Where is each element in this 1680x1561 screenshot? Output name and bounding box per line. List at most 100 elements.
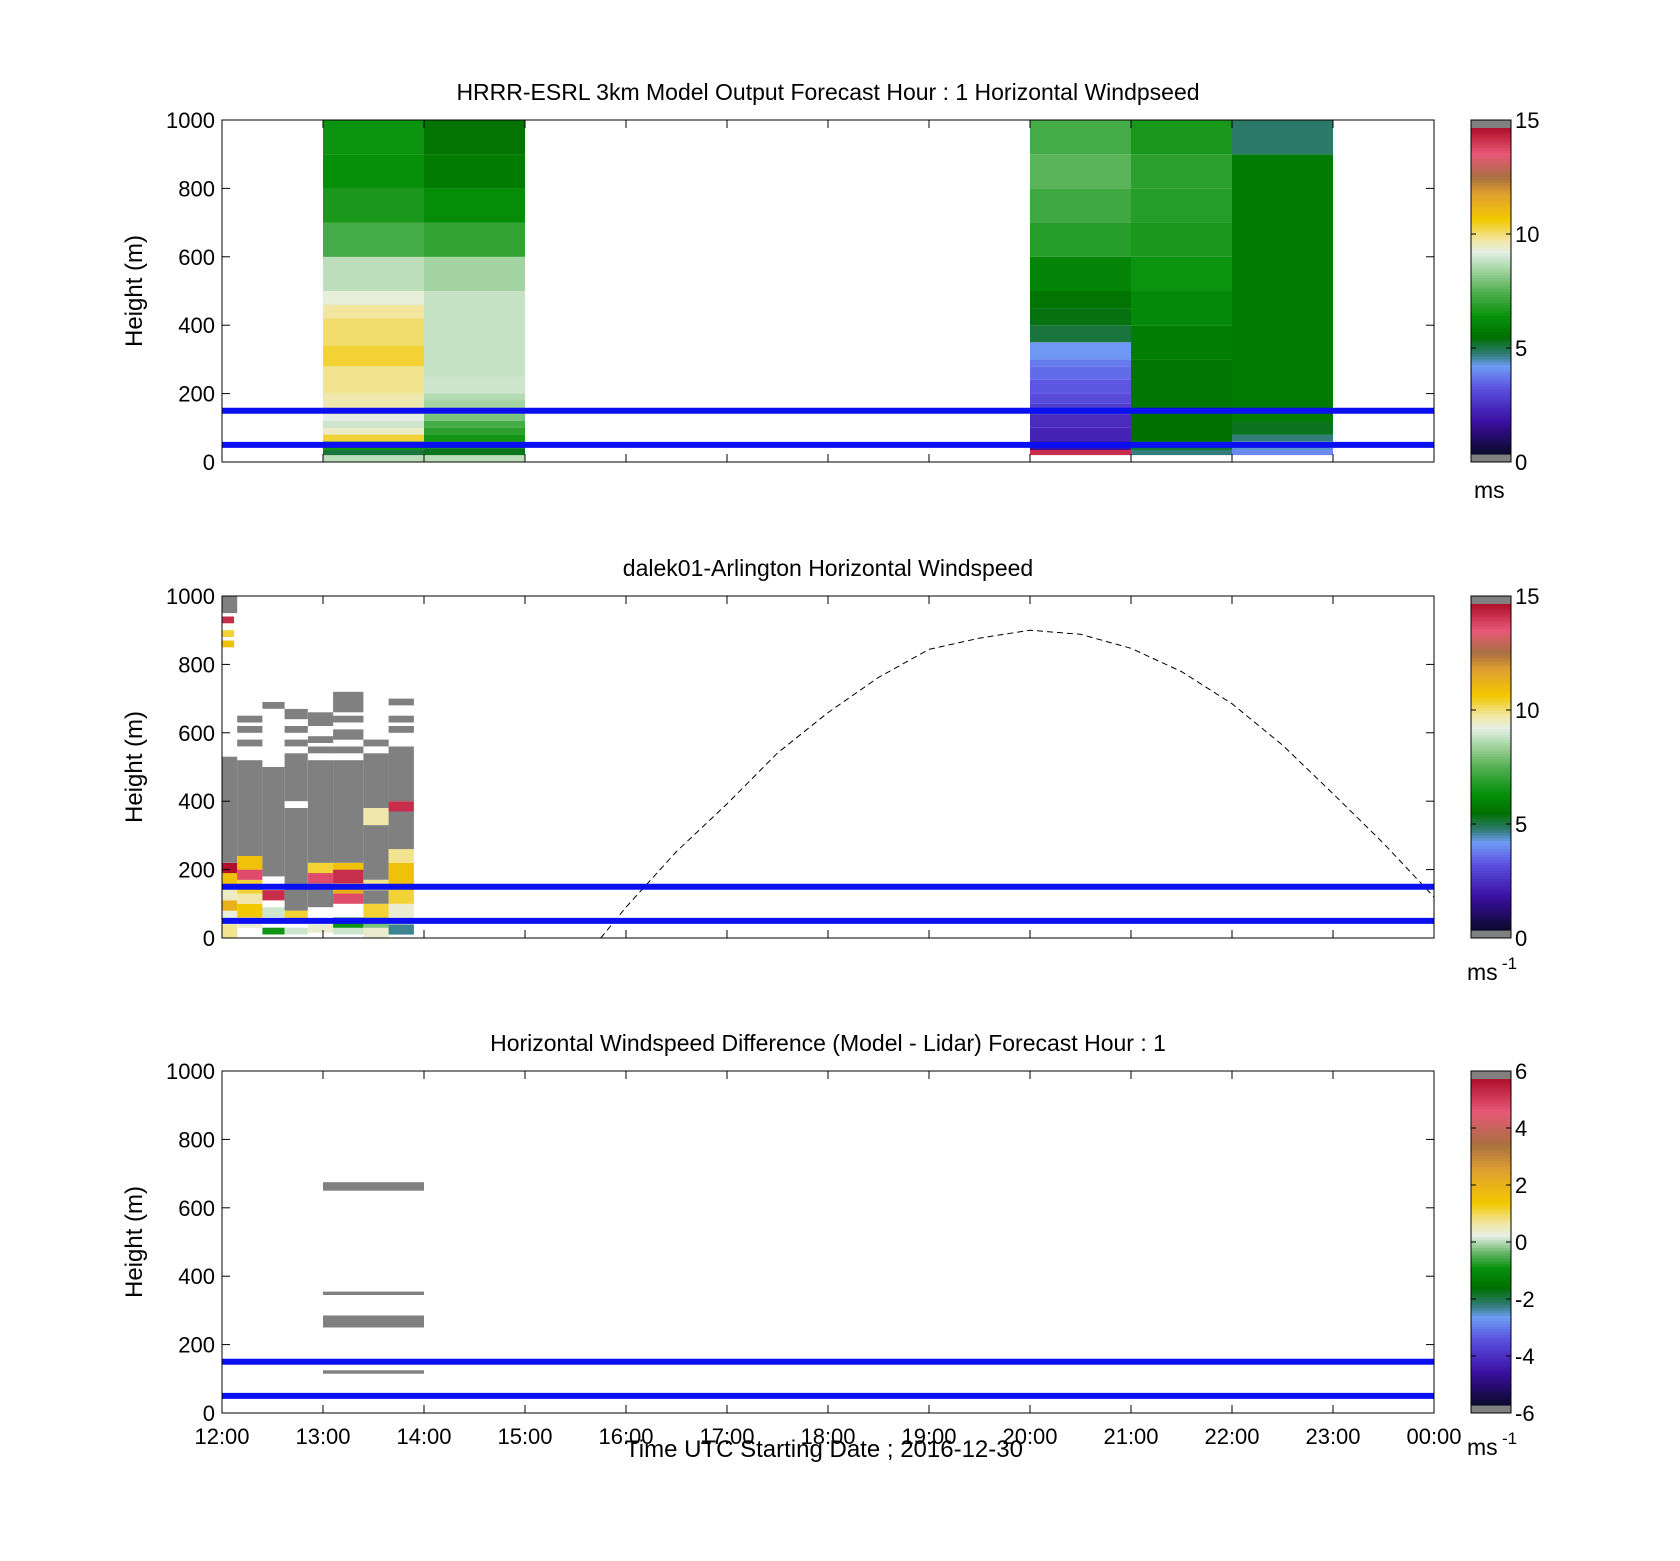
colorbar-segment	[1471, 1250, 1511, 1254]
colorbar-segment	[1471, 642, 1511, 646]
colorbar-segment	[1471, 813, 1511, 817]
colorbar-segment	[1471, 1252, 1511, 1257]
colorbar-segment	[1471, 1383, 1511, 1387]
colorbar-segment	[1471, 353, 1511, 357]
colorbar-segment	[1471, 799, 1511, 803]
colorbar-segment	[1471, 1168, 1511, 1172]
colorbar-segment	[1471, 1127, 1511, 1132]
colorbar-segment	[1471, 1212, 1511, 1216]
colorbar-segment	[1471, 891, 1511, 896]
colorbar-segment	[1471, 163, 1511, 167]
panel-title: HRRR-ESRL 3km Model Output Forecast Hour…	[456, 79, 1199, 105]
colorbar-segment	[1471, 380, 1511, 384]
colorbar-segment	[1471, 1255, 1511, 1259]
heatmap-cell	[1030, 325, 1131, 343]
y-axis-label: Height (m)	[121, 235, 148, 347]
colorbar: -6 -4 -2 0 2 4 6 ms -1	[1467, 1059, 1535, 1460]
colorbar-segment	[1471, 1274, 1511, 1278]
heatmap-cell	[388, 849, 414, 863]
heatmap-cell	[388, 801, 414, 812]
colorbar-unit-label: ms	[1474, 477, 1505, 503]
colorbar-over	[1471, 596, 1511, 604]
colorbar-segment	[1471, 1361, 1511, 1365]
colorbar-segment	[1471, 1217, 1511, 1221]
colorbar-segment	[1471, 331, 1511, 336]
colorbar-frame	[1470, 595, 1512, 939]
colorbar-segment	[1471, 1391, 1511, 1395]
colorbar-segment	[1471, 1225, 1511, 1230]
colorbar-tick-label: 10	[1515, 222, 1539, 247]
colorbar-segment	[1471, 631, 1511, 635]
colorbar-segment	[1471, 1108, 1511, 1113]
colorbar-segment	[1471, 1301, 1511, 1306]
heatmap-cell	[388, 862, 414, 887]
heatmap-cell	[323, 427, 424, 435]
colorbar-segment	[1471, 1299, 1511, 1303]
colorbar-segment	[1471, 1160, 1511, 1164]
colorbar-segment	[1471, 1320, 1511, 1325]
colorbar-segment	[1471, 280, 1511, 284]
colorbar-segment	[1471, 639, 1511, 643]
heatmap-cell	[323, 434, 424, 442]
colorbar-segment	[1471, 421, 1511, 425]
y-tick-label: 200	[178, 1333, 215, 1358]
heatmap-cell	[424, 421, 525, 428]
colorbar-segment	[1471, 195, 1511, 200]
colorbar-segment	[1471, 407, 1511, 412]
colorbar-segment	[1471, 737, 1511, 741]
dashed-curve	[600, 629, 1435, 939]
colorbar-segment	[1471, 1098, 1511, 1102]
heatmap-cell	[424, 256, 525, 291]
colorbar-segment	[1471, 361, 1511, 365]
heatmap-cell	[323, 345, 424, 367]
colorbar-segment	[1471, 285, 1511, 289]
colorbar-segment	[1471, 149, 1511, 154]
colorbar-segment	[1471, 220, 1511, 224]
colorbar-segment	[1471, 424, 1511, 428]
y-tick-label: 1000	[166, 108, 215, 133]
colorbar-segment	[1471, 655, 1511, 659]
colorbar-segment	[1471, 1372, 1511, 1376]
colorbar-segment	[1471, 225, 1511, 230]
colorbar-segment	[1471, 674, 1511, 678]
colorbar-segment	[1471, 293, 1511, 298]
colorbar-segment	[1471, 214, 1511, 219]
colorbar-segment	[1471, 1174, 1511, 1178]
colorbar-segment	[1471, 185, 1511, 189]
colorbar-segment	[1471, 233, 1511, 238]
colorbar-segment	[1471, 1222, 1511, 1227]
colorbar-segment	[1471, 902, 1511, 907]
colorbar-segment	[1471, 794, 1511, 798]
colorbar-segment	[1471, 1228, 1511, 1232]
colorbar-over	[1471, 1071, 1511, 1079]
colorbar-segment	[1471, 255, 1511, 259]
heatmap-cell	[1131, 450, 1232, 456]
colorbar-segment	[1471, 723, 1511, 727]
heatmap-cell	[222, 640, 235, 648]
y-tick-label: 400	[178, 1264, 215, 1289]
heatmap-cell	[307, 862, 334, 874]
colorbar-tick-label: 2	[1515, 1173, 1527, 1198]
heatmap-cell	[1131, 359, 1232, 411]
colorbar-segment	[1471, 872, 1511, 877]
colorbar-segment	[1471, 182, 1511, 186]
colorbar-segment	[1471, 1111, 1511, 1115]
colorbar-segment	[1471, 187, 1511, 192]
heatmap-cell	[1030, 120, 1131, 155]
colorbar-segment	[1471, 1163, 1511, 1167]
colorbar-segment	[1471, 274, 1511, 279]
heatmap-cell	[388, 886, 414, 904]
colorbar-segment	[1471, 862, 1511, 866]
heatmap-cell	[1131, 120, 1232, 155]
colorbar-segment	[1471, 402, 1511, 406]
colorbar-segment	[1471, 223, 1511, 227]
colorbar-segment	[1471, 669, 1511, 673]
colorbar-segment	[1471, 250, 1511, 254]
heatmap-cell	[424, 154, 525, 189]
x-tick-label: 22:00	[1204, 1424, 1259, 1449]
colorbar-segment	[1471, 312, 1511, 317]
colorbar-segment	[1471, 1266, 1511, 1270]
colorbar-segment	[1471, 334, 1511, 338]
colorbar-segment	[1471, 1263, 1511, 1268]
colorbar-segment	[1471, 878, 1511, 882]
